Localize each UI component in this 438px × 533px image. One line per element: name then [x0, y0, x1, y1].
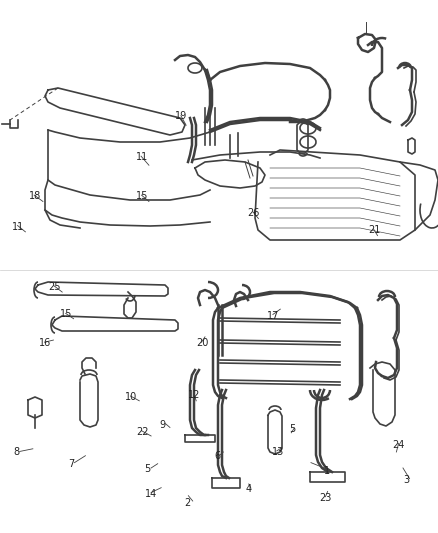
Text: 11: 11	[136, 152, 148, 162]
Text: 20: 20	[196, 338, 208, 348]
Text: 5: 5	[145, 464, 151, 474]
Text: 13: 13	[272, 447, 284, 457]
Text: 8: 8	[13, 447, 19, 457]
Text: 25: 25	[48, 282, 61, 292]
Text: 2: 2	[184, 498, 190, 508]
Text: 1: 1	[324, 466, 330, 475]
Text: 4: 4	[245, 484, 251, 494]
Text: 23: 23	[320, 493, 332, 503]
Text: 11: 11	[12, 222, 25, 231]
Text: 3: 3	[403, 475, 409, 484]
Text: 16: 16	[39, 338, 52, 348]
Text: 17: 17	[267, 311, 279, 320]
Text: 22: 22	[136, 427, 148, 437]
Text: 9: 9	[160, 420, 166, 430]
Text: 5: 5	[289, 424, 295, 434]
Text: 15: 15	[136, 191, 148, 201]
Text: 24: 24	[392, 440, 405, 449]
Text: 15: 15	[60, 310, 73, 319]
Text: 10: 10	[125, 392, 137, 402]
Text: 14: 14	[145, 489, 157, 498]
Text: 7: 7	[68, 459, 74, 469]
Text: 19: 19	[175, 111, 187, 121]
Text: 6: 6	[215, 451, 221, 461]
Text: 21: 21	[368, 225, 380, 235]
Text: 26: 26	[247, 208, 260, 218]
Text: 18: 18	[28, 191, 41, 201]
Text: 12: 12	[188, 391, 201, 400]
